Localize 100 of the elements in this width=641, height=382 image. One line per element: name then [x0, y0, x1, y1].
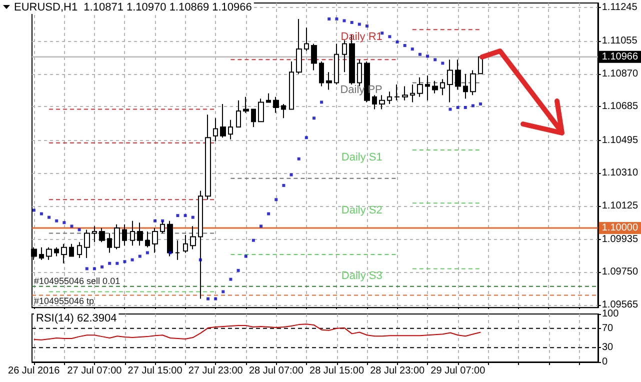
candlestick — [463, 73, 468, 100]
annotation: Daily S2 — [341, 204, 382, 217]
point — [168, 251, 172, 254]
candlestick — [198, 190, 203, 300]
candlestick — [137, 222, 143, 246]
candlestick — [190, 226, 196, 250]
point — [358, 22, 361, 26]
candlestick — [69, 243, 74, 257]
point — [328, 17, 331, 20]
candlestick — [145, 230, 150, 248]
y-tick-label: 1.10125 — [602, 200, 638, 212]
point — [320, 100, 324, 104]
point — [123, 260, 126, 264]
candlestick — [440, 78, 445, 96]
candlestick — [130, 220, 135, 246]
point — [70, 224, 74, 228]
point — [236, 268, 240, 272]
point — [184, 214, 187, 218]
point — [154, 219, 157, 222]
point — [297, 157, 300, 160]
candlestick — [236, 100, 241, 128]
candlestick — [402, 86, 408, 101]
candlestick — [311, 43, 317, 71]
point — [434, 58, 437, 62]
candlestick — [213, 118, 218, 142]
y-tick-label: 1.09935 — [602, 234, 638, 245]
point — [410, 48, 414, 51]
point — [350, 20, 354, 24]
candlestick — [39, 246, 44, 260]
y-tick-label: 0 — [602, 356, 608, 368]
y-tick-label: 1.11245 — [602, 2, 638, 13]
point — [441, 62, 444, 65]
point — [100, 265, 104, 268]
line-series — [33, 324, 482, 340]
point — [206, 297, 210, 300]
candlestick — [455, 59, 461, 90]
y-tick-label: 1.11055 — [602, 36, 638, 47]
candlestick — [447, 59, 453, 103]
candlestick — [304, 27, 309, 52]
candlestick — [379, 94, 385, 110]
y-tick-label: 100 — [602, 308, 620, 320]
x-tick-label: 28 Jul 15:00 — [310, 366, 364, 376]
candlestick — [387, 91, 392, 104]
point — [282, 184, 286, 187]
y-tick-label: 70 — [602, 322, 614, 334]
candlestick — [220, 103, 226, 138]
y-tick-label: 1.10870 — [602, 68, 638, 80]
point — [388, 35, 392, 38]
candlestick — [183, 234, 188, 254]
point — [161, 219, 164, 222]
x-tick-label: 27 Jul 23:00 — [188, 366, 244, 376]
x-tick-label: 27 Jul 07:00 — [67, 366, 122, 376]
candlestick — [319, 60, 324, 87]
candlestick — [364, 60, 370, 103]
y-tick-label: 1.09565 — [602, 300, 638, 310]
point — [267, 212, 270, 216]
candlestick — [243, 96, 249, 114]
candlestick — [228, 119, 233, 140]
ref-line-label: 1.10966 — [602, 51, 638, 62]
point — [32, 208, 36, 212]
point — [274, 198, 278, 202]
point — [116, 262, 119, 265]
point — [62, 221, 66, 224]
x-tick-label: 28 Jul 23:00 — [370, 366, 426, 376]
point — [108, 262, 112, 265]
point — [55, 219, 58, 222]
point — [222, 290, 225, 294]
candlestick — [394, 84, 400, 101]
candlestick — [167, 220, 173, 257]
candlestick — [114, 224, 120, 250]
chart-title: RSI(14) 62.3904 — [36, 312, 117, 324]
point — [464, 106, 467, 110]
point — [92, 267, 96, 270]
candlestick — [77, 242, 82, 259]
candlestick — [258, 98, 264, 122]
candlestick — [152, 227, 158, 254]
candlestick — [54, 246, 59, 257]
y-tick-label: 1.10685 — [602, 101, 638, 112]
point — [418, 52, 422, 56]
y-tick-label: 1.10495 — [602, 134, 638, 146]
ref-line-label: 1.10000 — [602, 222, 638, 234]
point — [479, 102, 482, 106]
candlestick — [46, 246, 52, 260]
candlestick — [175, 240, 180, 260]
candlestick — [107, 232, 112, 254]
point — [146, 251, 149, 254]
candlestick — [289, 60, 294, 110]
candlestick — [84, 229, 90, 259]
candlestick — [296, 18, 302, 74]
point — [290, 173, 293, 176]
chart-title: EURUSD,H1 1.10871 1.10970 1.10869 1.10966 — [14, 2, 252, 14]
point — [176, 214, 180, 218]
candlestick — [205, 114, 211, 200]
point — [244, 254, 248, 258]
point — [48, 216, 51, 219]
point — [78, 228, 81, 232]
point — [426, 54, 430, 58]
point — [403, 44, 406, 48]
x-tick-label: 28 Jul 07:00 — [248, 366, 304, 376]
candlestick — [417, 76, 423, 98]
